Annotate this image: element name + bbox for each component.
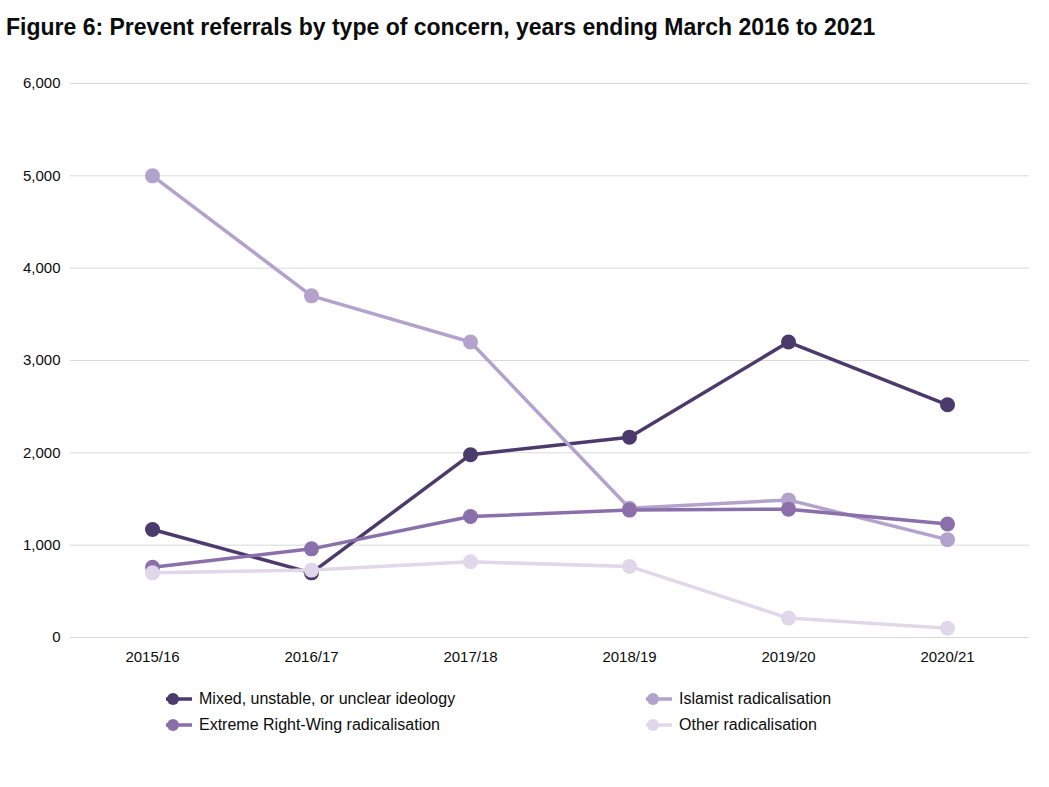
html-text:Figure 6: Prevent referrals by: Figure 6: Prevent referrals by type of c… [6, 14, 876, 40]
svg-text:2017/18: 2017/18 [443, 648, 497, 665]
svg-text:6,000: 6,000 [23, 74, 61, 91]
svg-text:2019/20: 2019/20 [761, 648, 815, 665]
svg-text:3,000: 3,000 [23, 351, 61, 368]
svg-text:5,000: 5,000 [23, 167, 61, 184]
html-text:Mixed, unstable, or unclear id: Mixed, unstable, or unclear ideology [199, 690, 456, 707]
html-text:Other radicalisation: Other radicalisation [679, 716, 817, 733]
svg-text:2016/17: 2016/17 [284, 648, 338, 665]
svg-text:0: 0 [52, 628, 60, 645]
svg-text:2,000: 2,000 [23, 444, 61, 461]
svg-text:1,000: 1,000 [23, 536, 61, 553]
svg-text:4,000: 4,000 [23, 259, 61, 276]
html-text:Extreme Right-Wing radicalisat: Extreme Right-Wing radicalisation [199, 716, 440, 733]
svg-text:2015/16: 2015/16 [125, 648, 179, 665]
svg-text:2018/19: 2018/19 [602, 648, 656, 665]
svg-text:2020/21: 2020/21 [920, 648, 974, 665]
html-text:Islamist radicalisation: Islamist radicalisation [679, 690, 832, 707]
